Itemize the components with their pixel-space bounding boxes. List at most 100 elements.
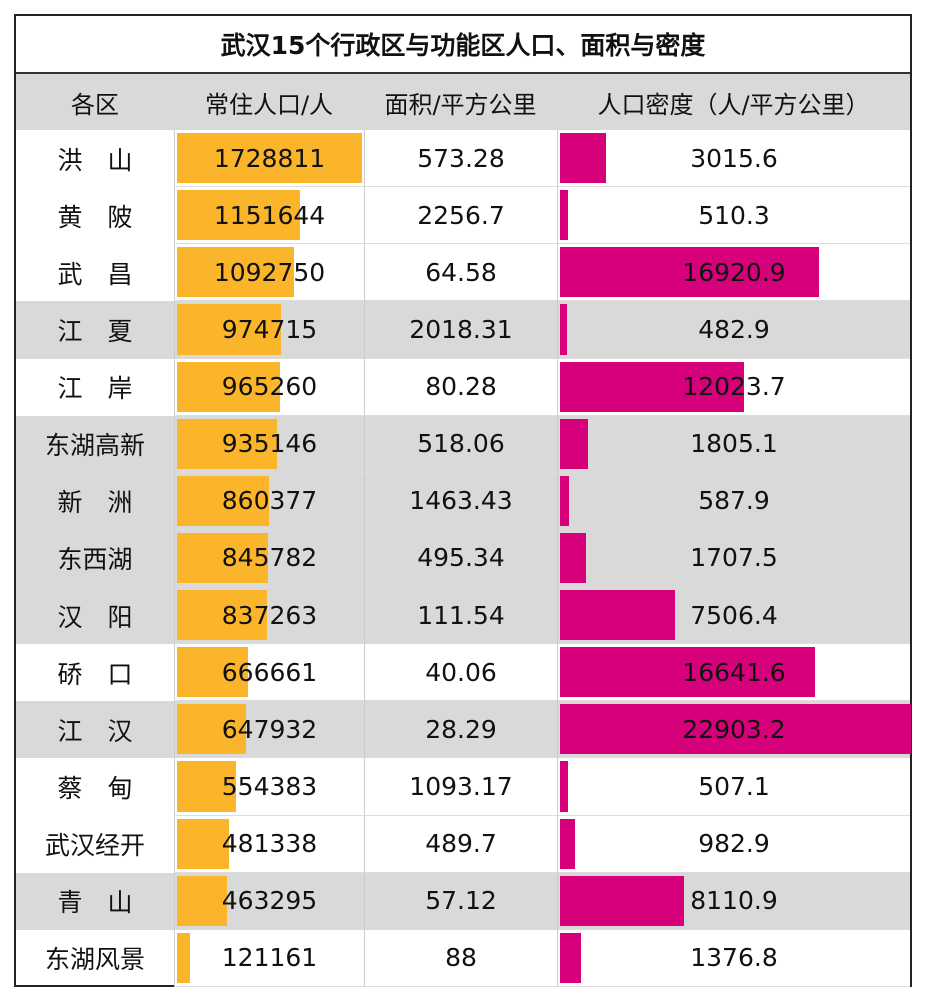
district-cell: 新 洲 <box>57 488 133 518</box>
population-cell: 1092750 <box>174 244 364 302</box>
density-value: 982.9 <box>698 829 770 859</box>
table-row: 武 昌 1092750 64.58 16920.9 <box>16 244 910 302</box>
population-bar <box>177 875 227 926</box>
district-cell: 硚 口 <box>57 659 133 689</box>
table-row: 武汉经开 481338 489.7 982.9 <box>16 815 910 873</box>
density-cell: 8110.9 <box>557 872 910 930</box>
population-value: 845782 <box>221 543 318 573</box>
population-value: 1092750 <box>213 257 326 287</box>
density-cell: 587.9 <box>557 472 910 530</box>
population-cell: 121161 <box>174 929 364 987</box>
density-cell: 1805.1 <box>557 415 910 473</box>
population-bar <box>177 190 301 241</box>
population-cell: 1151644 <box>174 187 364 245</box>
area-value: 518.06 <box>417 429 505 459</box>
density-bar <box>560 875 685 926</box>
header-area: 面积/平方公里 <box>384 90 537 119</box>
area-value: 57.12 <box>425 886 497 916</box>
header-row: 各区 常住人口/人 面积/平方公里 人口密度（人/平方公里） <box>16 74 910 130</box>
population-bar <box>177 532 268 583</box>
table-row: 硚 口 666661 40.06 16641.6 <box>16 644 910 702</box>
density-cell: 482.9 <box>557 301 910 359</box>
area-cell: 1463.43 <box>364 472 557 530</box>
population-value: 860377 <box>221 486 318 516</box>
density-cell: 7506.4 <box>557 587 910 645</box>
population-bar <box>177 761 237 812</box>
density-value: 16641.6 <box>682 657 786 687</box>
area-cell: 495.34 <box>364 529 557 587</box>
density-bar <box>560 361 745 412</box>
density-value: 8110.9 <box>690 886 778 916</box>
district-cell: 江 岸 <box>57 374 133 404</box>
population-bar <box>177 418 278 469</box>
table-row: 新 洲 860377 1463.43 587.9 <box>16 472 910 530</box>
population-cell: 860377 <box>174 472 364 530</box>
population-value: 463295 <box>221 886 318 916</box>
density-bar <box>560 704 911 755</box>
density-bar <box>560 590 676 641</box>
density-value: 1707.5 <box>690 543 778 573</box>
table-row: 蔡 甸 554383 1093.17 507.1 <box>16 758 910 816</box>
density-cell: 510.3 <box>557 187 910 245</box>
population-bar <box>177 818 229 869</box>
district-cell: 武汉经开 <box>44 831 145 861</box>
density-bar <box>560 647 816 698</box>
area-value: 64.58 <box>425 257 497 287</box>
density-value: 3015.6 <box>690 143 778 173</box>
population-value: 965260 <box>221 372 318 402</box>
density-value: 7506.4 <box>690 600 778 630</box>
population-value: 935146 <box>221 429 318 459</box>
area-cell: 28.29 <box>364 701 557 759</box>
population-value: 1151644 <box>213 200 326 230</box>
area-value: 489.7 <box>425 829 497 859</box>
area-cell: 40.06 <box>364 644 557 702</box>
district-cell: 江 夏 <box>57 316 133 346</box>
table-row: 汉 阳 837263 111.54 7506.4 <box>16 587 910 645</box>
density-value: 12023.7 <box>682 372 786 402</box>
table-row: 黄 陂 1151644 2256.7 510.3 <box>16 187 910 245</box>
area-value: 1093.17 <box>409 771 513 801</box>
density-value: 1805.1 <box>690 429 778 459</box>
area-value: 111.54 <box>417 600 505 630</box>
area-value: 80.28 <box>425 372 497 402</box>
district-cell: 武 昌 <box>57 259 133 289</box>
district-cell: 蔡 甸 <box>57 773 133 803</box>
area-cell: 573.28 <box>364 130 557 188</box>
district-cell: 洪 山 <box>57 145 133 175</box>
density-cell: 1376.8 <box>557 929 910 987</box>
area-value: 573.28 <box>417 143 505 173</box>
density-bar <box>560 190 568 241</box>
population-value: 1728811 <box>213 143 326 173</box>
area-value: 88 <box>445 943 477 973</box>
population-value: 647932 <box>221 714 318 744</box>
density-bar <box>560 133 607 184</box>
population-cell: 935146 <box>174 415 364 473</box>
population-bar <box>177 133 362 184</box>
district-cell: 汉 阳 <box>57 602 133 632</box>
population-cell: 974715 <box>174 301 364 359</box>
density-bar <box>560 247 820 298</box>
population-value: 481338 <box>221 829 318 859</box>
population-value: 554383 <box>221 771 318 801</box>
density-value: 482.9 <box>698 314 770 344</box>
district-cell: 黄 陂 <box>57 202 133 232</box>
area-cell: 1093.17 <box>364 758 557 816</box>
density-value: 510.3 <box>698 200 770 230</box>
table-row: 东湖风景 121161 88 1376.8 <box>16 929 910 987</box>
table-row: 洪 山 1728811 573.28 3015.6 <box>16 130 910 188</box>
header-population: 常住人口/人 <box>204 90 334 119</box>
density-value: 1376.8 <box>690 943 778 973</box>
density-cell: 16920.9 <box>557 244 910 302</box>
area-value: 28.29 <box>425 714 497 744</box>
density-cell: 507.1 <box>557 758 910 816</box>
area-value: 2018.31 <box>409 314 513 344</box>
area-value: 495.34 <box>417 543 505 573</box>
area-cell: 88 <box>364 929 557 987</box>
density-value: 16920.9 <box>682 257 786 287</box>
area-cell: 57.12 <box>364 872 557 930</box>
district-cell: 东湖风景 <box>44 945 145 975</box>
density-value: 507.1 <box>698 771 770 801</box>
population-cell: 965260 <box>174 358 364 416</box>
density-cell: 22903.2 <box>557 701 911 759</box>
population-bar <box>177 361 281 412</box>
